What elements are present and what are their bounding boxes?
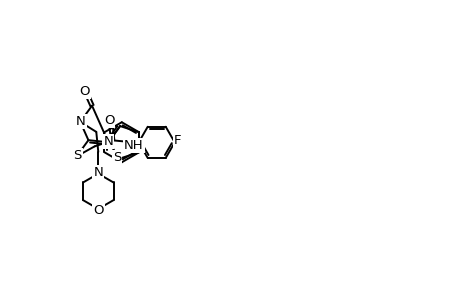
Text: O: O xyxy=(93,204,103,217)
Text: S: S xyxy=(73,149,81,162)
Text: F: F xyxy=(174,134,181,147)
Text: NH: NH xyxy=(123,139,143,152)
Text: N: N xyxy=(93,166,103,178)
Text: N: N xyxy=(76,116,86,128)
Text: N: N xyxy=(103,135,113,148)
Text: S: S xyxy=(112,151,121,164)
Text: O: O xyxy=(104,113,114,127)
Text: O: O xyxy=(79,85,90,98)
